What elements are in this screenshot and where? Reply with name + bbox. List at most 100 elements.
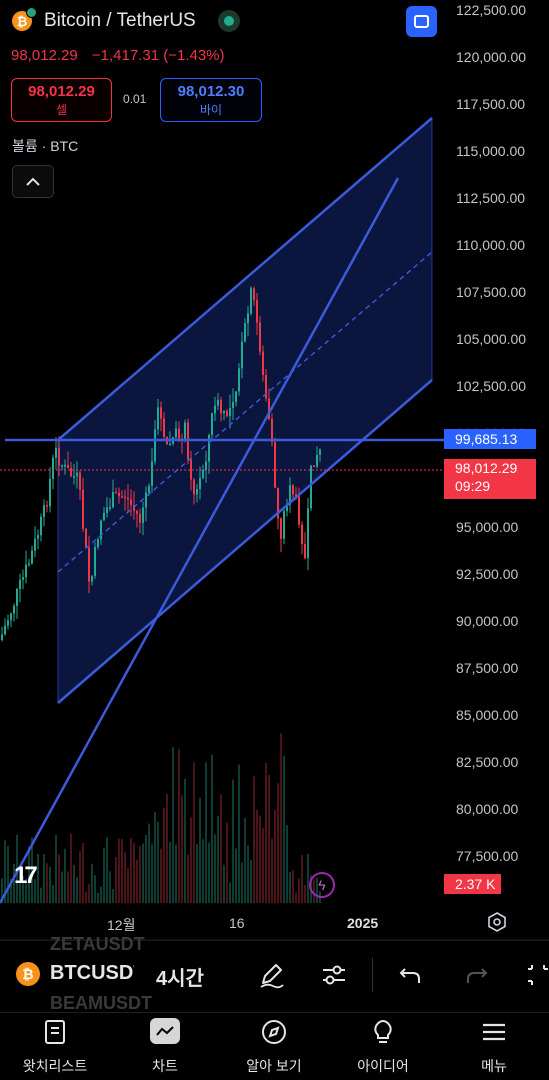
volume-bar: [175, 844, 177, 903]
candle-body: [220, 399, 222, 414]
symbol-selector[interactable]: BTCUSDT: [50, 962, 134, 984]
volume-bar: [226, 822, 228, 903]
volume-bar: [118, 838, 120, 903]
fullscreen-button[interactable]: [406, 6, 437, 37]
candle-body: [76, 472, 78, 477]
volume-bar: [16, 834, 18, 903]
candle-body: [196, 489, 198, 495]
volume-bar: [94, 875, 96, 903]
nav-menu[interactable]: 메뉴: [439, 1018, 549, 1076]
trend-line[interactable]: [0, 177, 400, 904]
buy-label: 바이: [199, 103, 223, 117]
candle-body: [241, 341, 243, 369]
volume-bar: [220, 794, 222, 903]
price-axis-label: 87,500.00: [456, 660, 519, 676]
candle-body: [292, 485, 294, 495]
volume-bar: [232, 779, 234, 903]
candle-body: [175, 428, 177, 438]
volume-bar: [271, 838, 273, 903]
volume-bar: [70, 833, 72, 903]
nav-ideas[interactable]: 아이디어: [328, 1018, 438, 1076]
channel-upper-line[interactable]: [57, 117, 433, 441]
candle-body: [109, 507, 111, 509]
sell-label: 셀: [55, 103, 68, 117]
volume-bar: [298, 878, 300, 903]
nav-label-ideas: 아이디어: [357, 1058, 409, 1074]
candle-body: [79, 472, 81, 490]
candle-body: [127, 497, 129, 500]
redo-icon[interactable]: [462, 961, 490, 989]
price-axis-label: 105,000.00: [456, 331, 527, 347]
candle-body: [193, 479, 195, 495]
pencil-icon[interactable]: [257, 961, 285, 989]
bar-countdown: 09:29: [455, 478, 491, 494]
candle-body: [223, 410, 225, 414]
candle-body: [64, 464, 66, 467]
volume-bar: [289, 872, 291, 903]
price-axis-label: 77,500.00: [456, 848, 519, 864]
candle-body: [49, 478, 51, 507]
price-chart[interactable]: [0, 0, 549, 940]
tether-icon: [26, 7, 37, 18]
candle-body: [97, 539, 99, 548]
volume-bar: [139, 846, 141, 903]
candle-body: [40, 516, 42, 536]
volume-bar: [178, 748, 180, 903]
candle-body: [28, 563, 30, 566]
nav-watchlist[interactable]: 왓치리스트: [0, 1018, 110, 1076]
candle-body: [310, 465, 312, 509]
volume-bar: [280, 733, 282, 903]
interval-selector[interactable]: 4시간: [156, 968, 204, 990]
channel-lower-line[interactable]: [57, 379, 433, 704]
collapse-button[interactable]: [12, 165, 54, 198]
candle-body: [157, 407, 159, 430]
sliders-icon[interactable]: [320, 961, 348, 989]
toolbar-separator: [372, 958, 373, 992]
settings-icon[interactable]: [487, 912, 507, 932]
volume-indicator-label[interactable]: 볼륨 · BTC: [12, 138, 79, 154]
symbol-header[interactable]: ₿ Bitcoin / TetherUS: [12, 7, 240, 32]
symbol-scroll-prev[interactable]: ZETAUSDT: [50, 934, 145, 954]
undo-icon[interactable]: [397, 961, 425, 989]
symbol-scroll-next[interactable]: BEAMUSDT: [50, 993, 152, 1013]
volume-bar: [295, 892, 297, 903]
volume-bar: [241, 862, 243, 903]
compass-icon: [262, 1020, 286, 1044]
volume-bar: [73, 864, 75, 903]
candle-body: [268, 398, 270, 419]
menu-icon: [483, 1023, 505, 1041]
candle-body: [199, 478, 201, 490]
volume-bar: [115, 856, 117, 903]
candle-body: [253, 288, 255, 301]
candle-body: [55, 447, 57, 458]
candle-body: [85, 528, 87, 548]
time-label-16: 16: [229, 915, 245, 931]
nav-explore[interactable]: 알아 보기: [219, 1018, 329, 1076]
candles: [1, 286, 321, 642]
crop-icon[interactable]: [524, 961, 549, 989]
candle-body: [106, 507, 108, 513]
candle-body: [244, 323, 246, 342]
volume-bar: [7, 846, 9, 903]
sell-button[interactable]: 98,012.29 셀: [11, 78, 112, 122]
bitcoin-icon: ₿: [12, 7, 37, 31]
candle-body: [256, 300, 258, 323]
volume-bar: [28, 846, 30, 903]
nav-chart[interactable]: 차트: [110, 1018, 220, 1076]
price-axis-label: 122,500.00: [456, 2, 527, 18]
candle-body: [160, 407, 162, 419]
candle-body: [151, 461, 153, 486]
candle-body: [1, 634, 3, 640]
candle-body: [73, 476, 75, 478]
volume-bar: [22, 876, 24, 903]
price-axis-label: 92,500.00: [456, 566, 519, 582]
candle-body: [46, 505, 48, 507]
volume-bar: [40, 887, 42, 903]
lightning-icon[interactable]: ϟ: [309, 872, 335, 898]
candle-body: [262, 351, 264, 375]
volume-bar: [304, 884, 306, 903]
candle-body: [4, 625, 6, 635]
channel-mid-line[interactable]: [57, 251, 433, 573]
candle-body: [34, 538, 36, 551]
buy-button[interactable]: 98,012.30 바이: [160, 78, 262, 122]
